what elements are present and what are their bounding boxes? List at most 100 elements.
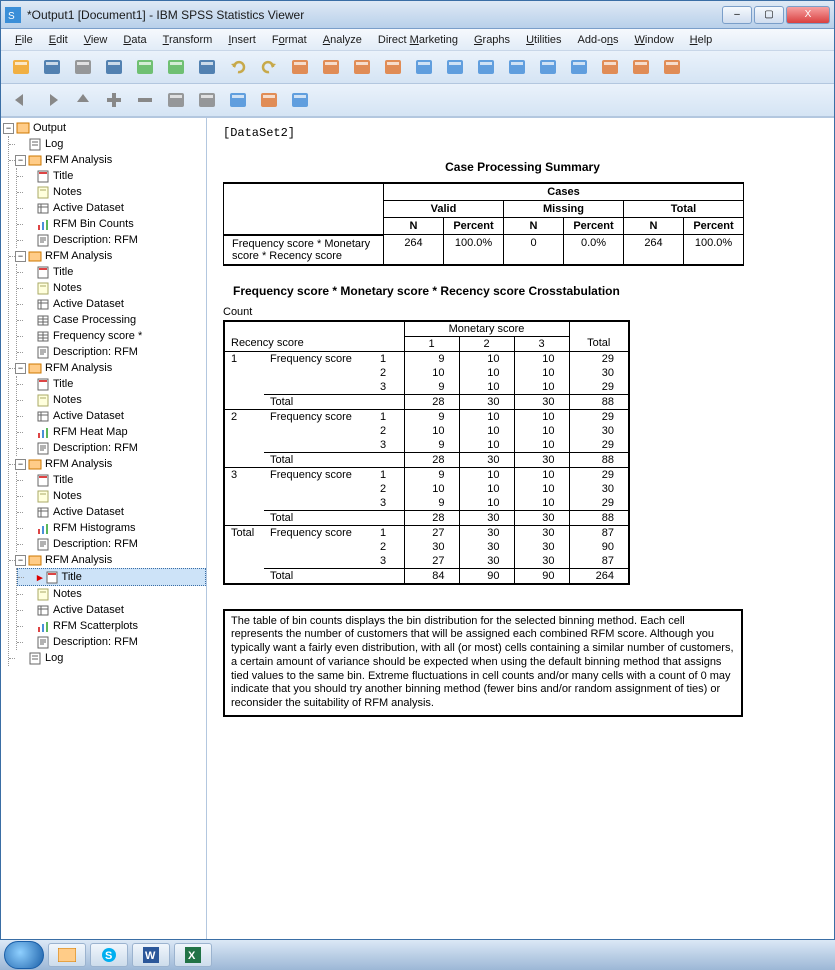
menu-help[interactable]: Help (682, 32, 721, 48)
toolbar-add-button[interactable] (100, 86, 128, 114)
toolbar-topics-button[interactable] (596, 53, 624, 81)
toolbar-redo-button[interactable] (255, 53, 283, 81)
outline-item[interactable]: Notes (17, 184, 206, 200)
close-button[interactable]: X (786, 6, 830, 24)
outline-item[interactable]: Title (17, 264, 206, 280)
outline-item[interactable]: −RFM Analysis (9, 456, 206, 472)
outline-root[interactable]: −Output (1, 120, 206, 136)
start-button[interactable] (4, 941, 44, 969)
outline-pane[interactable]: −OutputLog−RFM AnalysisTitleNotesActive … (1, 118, 207, 939)
menu-analyze[interactable]: Analyze (315, 32, 370, 48)
menu-insert[interactable]: Insert (220, 32, 264, 48)
collapse-icon[interactable]: − (3, 123, 14, 134)
outline-item[interactable]: Description: RFM (17, 536, 206, 552)
toolbar-find-button[interactable] (379, 53, 407, 81)
outline-item[interactable]: −RFM Analysis (9, 152, 206, 168)
toolbar-open-button[interactable] (7, 53, 35, 81)
minimize-button[interactable]: – (722, 6, 752, 24)
menu-edit[interactable]: Edit (41, 32, 76, 48)
outline-item[interactable]: Log (9, 650, 206, 666)
toolbar-dialog-button[interactable] (193, 53, 221, 81)
collapse-icon[interactable]: − (15, 555, 26, 566)
collapse-icon[interactable]: − (15, 251, 26, 262)
toolbar-recent-button[interactable] (565, 53, 593, 81)
menu-utilities[interactable]: Utilities (518, 32, 569, 48)
outline-item[interactable]: −RFM Analysis (9, 552, 206, 568)
outline-item[interactable]: Title (17, 168, 206, 184)
outline-item[interactable]: ▸Title (17, 568, 206, 586)
outline-item[interactable]: Log (9, 136, 206, 152)
toolbar-insert-case-button[interactable] (410, 53, 438, 81)
outline-item[interactable]: −RFM Analysis (9, 248, 206, 264)
taskbar[interactable]: S W X (0, 940, 835, 970)
content-pane[interactable]: [DataSet2] Case Processing Summary Cases… (207, 118, 834, 939)
toolbar-forward-button[interactable] (38, 86, 66, 114)
menu-data[interactable]: Data (115, 32, 154, 48)
menu-format[interactable]: Format (264, 32, 315, 48)
outline-item[interactable]: Description: RFM (17, 232, 206, 248)
toolbar-designate-button[interactable] (255, 86, 283, 114)
outline-item[interactable]: Description: RFM (17, 344, 206, 360)
toolbar-show-hide-button[interactable] (224, 86, 252, 114)
outline-item[interactable]: Description: RFM (17, 634, 206, 650)
toolbar-run-button[interactable] (162, 53, 190, 81)
outline-item[interactable]: Active Dataset (17, 602, 206, 618)
outline-item[interactable]: RFM Bin Counts (17, 216, 206, 232)
outline-item[interactable]: Frequency score * (17, 328, 206, 344)
outline-item[interactable]: Title (17, 376, 206, 392)
menu-direct-marketing[interactable]: Direct Marketing (370, 32, 466, 48)
toolbar-collapse-button[interactable] (162, 86, 190, 114)
outline-item[interactable]: Notes (17, 586, 206, 602)
outline-item[interactable]: Notes (17, 280, 206, 296)
toolbar-goto-case-button[interactable] (317, 53, 345, 81)
outline-item[interactable]: Notes (17, 392, 206, 408)
menu-transform[interactable]: Transform (155, 32, 221, 48)
menu-add-ons[interactable]: Add-ons (570, 32, 627, 48)
task-skype[interactable]: S (90, 943, 128, 967)
task-excel[interactable]: X (174, 943, 212, 967)
menu-graphs[interactable]: Graphs (466, 32, 518, 48)
outline-item[interactable]: Notes (17, 488, 206, 504)
toolbar-goto-button[interactable] (286, 53, 314, 81)
toolbar-back-button[interactable] (7, 86, 35, 114)
menu-view[interactable]: View (76, 32, 116, 48)
toolbar-page-break-button[interactable] (286, 86, 314, 114)
collapse-icon[interactable]: − (15, 155, 26, 166)
collapse-icon[interactable]: − (15, 363, 26, 374)
toolbar-weight-button[interactable] (472, 53, 500, 81)
toolbar-chart-button[interactable] (534, 53, 562, 81)
outline-item[interactable]: −RFM Analysis (9, 360, 206, 376)
toolbar-spell-button[interactable] (627, 53, 655, 81)
outline-item[interactable]: Active Dataset (17, 408, 206, 424)
collapse-icon[interactable]: − (15, 459, 26, 470)
menu-file[interactable]: File (7, 32, 41, 48)
toolbar-save-button[interactable] (38, 53, 66, 81)
toolbar-preview-button[interactable] (100, 53, 128, 81)
outline-item[interactable]: RFM Scatterplots (17, 618, 206, 634)
menu-window[interactable]: Window (627, 32, 682, 48)
task-word[interactable]: W (132, 943, 170, 967)
outline-item[interactable]: RFM Heat Map (17, 424, 206, 440)
outline-item[interactable]: Case Processing (17, 312, 206, 328)
outline-item[interactable]: Title (17, 472, 206, 488)
outline-item[interactable]: Active Dataset (17, 296, 206, 312)
outline-item[interactable]: Description: RFM (17, 440, 206, 456)
main-area: −OutputLog−RFM AnalysisTitleNotesActive … (1, 117, 834, 939)
task-explorer[interactable] (48, 943, 86, 967)
toolbar-select-button[interactable] (503, 53, 531, 81)
toolbar-export-button[interactable] (131, 53, 159, 81)
toolbar-expand-button[interactable] (193, 86, 221, 114)
text-icon (36, 537, 50, 551)
outline-item[interactable]: RFM Histograms (17, 520, 206, 536)
toolbar-print-button[interactable] (69, 53, 97, 81)
outline-item[interactable]: Active Dataset (17, 200, 206, 216)
toolbar-undo-button[interactable] (224, 53, 252, 81)
outline-item[interactable]: Active Dataset (17, 504, 206, 520)
toolbar-remove-button[interactable] (131, 86, 159, 114)
toolbar-split-button[interactable] (441, 53, 469, 81)
toolbar-up-button[interactable] (69, 86, 97, 114)
title-bar[interactable]: S *Output1 [Document1] - IBM SPSS Statis… (1, 1, 834, 29)
maximize-button[interactable]: ▢ (754, 6, 784, 24)
toolbar-script-button[interactable] (658, 53, 686, 81)
toolbar-variables-button[interactable] (348, 53, 376, 81)
